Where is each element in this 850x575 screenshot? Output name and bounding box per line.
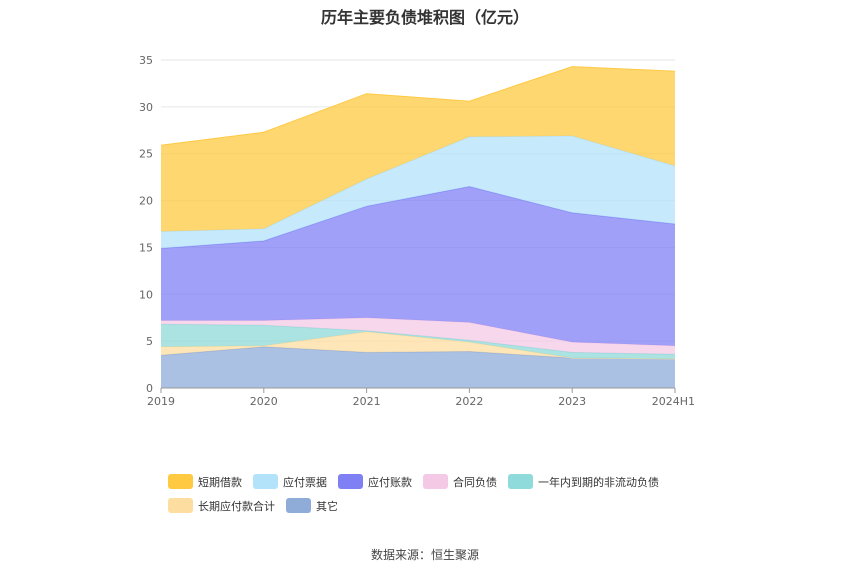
y-tick-label: 10 <box>139 288 153 301</box>
series-line <box>160 185 676 249</box>
y-tick-label: 30 <box>139 101 153 114</box>
legend-label: 一年内到期的非流动负债 <box>538 475 659 489</box>
legend-label: 应付账款 <box>368 475 412 489</box>
area-series <box>161 324 675 359</box>
y-tick-label: 20 <box>139 195 153 208</box>
legend-label: 长期应付款合计 <box>198 499 275 513</box>
area-series <box>161 186 675 346</box>
legend-label: 其它 <box>316 499 338 513</box>
legend-swatch <box>168 474 193 489</box>
x-tick-label: 2020 <box>250 395 278 408</box>
legend-row: 短期借款 应付票据 应付账款 合同负债 一年内到期的非流动负债 <box>168 473 728 490</box>
area-series <box>161 66 675 232</box>
stacked-area-chart: 0 5 10 15 20 25 30 35 2019 2020 2021 2022 2023 2024H1 <box>139 54 695 408</box>
chart-title: 历年主要负债堆积图（亿元） <box>320 8 529 27</box>
x-tick-label: 2021 <box>353 395 381 408</box>
legend-item[interactable]: 合同负债 <box>423 474 497 490</box>
y-tick-label: 0 <box>146 382 153 395</box>
y-tick-label: 15 <box>139 241 153 254</box>
legend-item[interactable]: 其它 <box>286 498 338 514</box>
legend-row: 长期应付款合计 其它 <box>168 497 728 514</box>
legend-item[interactable]: 短期借款 <box>168 474 242 490</box>
area-series <box>161 317 675 355</box>
data-source-note: 数据来源：恒生聚源 <box>370 548 479 562</box>
x-tick-label: 2023 <box>558 395 586 408</box>
legend-item[interactable]: 一年内到期的非流动负债 <box>508 474 659 490</box>
area-series <box>161 346 675 388</box>
x-tick-label: 2019 <box>147 395 175 408</box>
y-tick-label: 5 <box>146 335 153 348</box>
legend-swatch <box>253 474 278 489</box>
legend-item[interactable]: 应付账款 <box>338 474 412 490</box>
y-tick-label: 25 <box>139 148 153 161</box>
area-series <box>161 331 675 359</box>
x-tick-label: 2022 <box>455 395 483 408</box>
area-series <box>161 135 675 249</box>
legend-swatch <box>423 474 448 489</box>
x-tick-label: 2024H1 <box>652 395 695 408</box>
legend-item[interactable]: 应付票据 <box>253 474 327 490</box>
chart-legend: 短期借款 应付票据 应付账款 合同负债 一年内到期的非流动负债长期应付款合计 其它 <box>168 473 728 521</box>
legend-swatch <box>168 498 193 513</box>
series-line <box>160 66 676 146</box>
legend-swatch <box>338 474 363 489</box>
legend-label: 合同负债 <box>453 475 497 489</box>
legend-label: 短期借款 <box>198 475 242 489</box>
legend-swatch <box>286 498 311 513</box>
legend-swatch <box>508 474 533 489</box>
legend-item[interactable]: 长期应付款合计 <box>168 498 275 514</box>
y-tick-label: 35 <box>139 54 153 67</box>
legend-label: 应付票据 <box>283 475 327 489</box>
